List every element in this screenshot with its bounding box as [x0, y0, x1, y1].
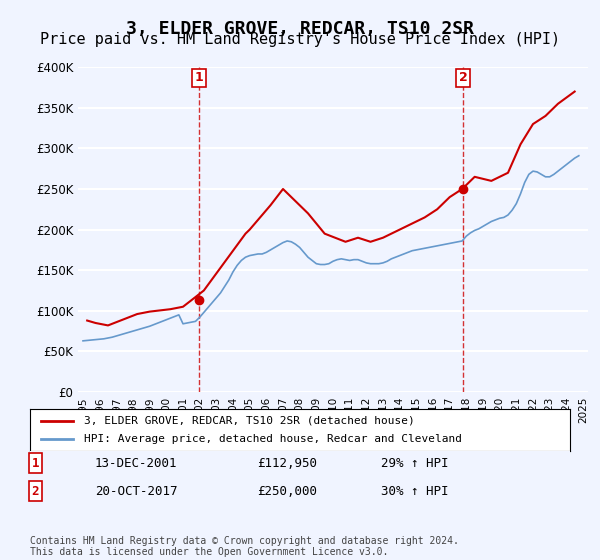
Text: 2: 2: [458, 71, 467, 84]
Text: 1: 1: [32, 456, 39, 470]
Text: 20-OCT-2017: 20-OCT-2017: [95, 484, 178, 498]
Text: 2: 2: [32, 484, 39, 498]
Text: Contains HM Land Registry data © Crown copyright and database right 2024.
This d: Contains HM Land Registry data © Crown c…: [30, 535, 459, 557]
Text: 13-DEC-2001: 13-DEC-2001: [95, 456, 178, 470]
Text: Price paid vs. HM Land Registry's House Price Index (HPI): Price paid vs. HM Land Registry's House …: [40, 32, 560, 48]
Text: 3, ELDER GROVE, REDCAR, TS10 2SR (detached house): 3, ELDER GROVE, REDCAR, TS10 2SR (detach…: [84, 416, 415, 426]
Text: £112,950: £112,950: [257, 456, 317, 470]
Text: 30% ↑ HPI: 30% ↑ HPI: [381, 484, 449, 498]
Text: 3, ELDER GROVE, REDCAR, TS10 2SR: 3, ELDER GROVE, REDCAR, TS10 2SR: [126, 20, 474, 38]
Text: £250,000: £250,000: [257, 484, 317, 498]
Text: 1: 1: [194, 71, 203, 84]
Text: 29% ↑ HPI: 29% ↑ HPI: [381, 456, 449, 470]
Text: HPI: Average price, detached house, Redcar and Cleveland: HPI: Average price, detached house, Redc…: [84, 434, 462, 444]
